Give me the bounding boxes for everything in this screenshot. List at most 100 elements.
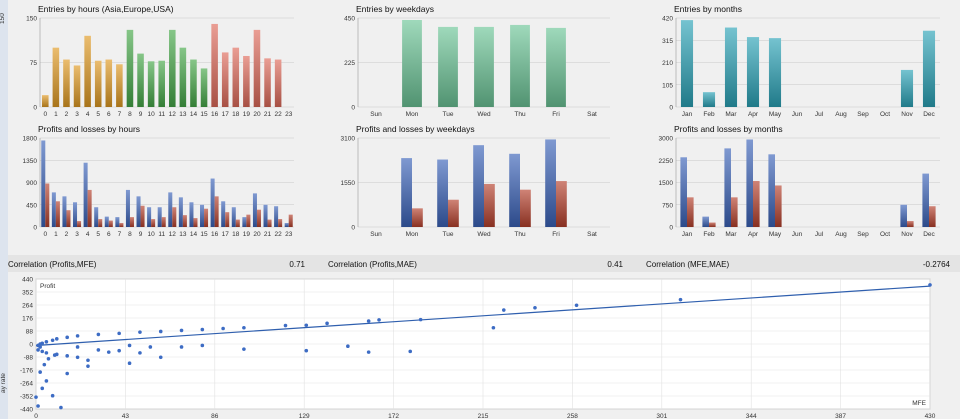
profit-bar	[200, 204, 205, 227]
scatter-point	[117, 331, 121, 336]
x-tick-label: 1	[54, 111, 58, 118]
y-tick-label: 105	[662, 82, 673, 89]
scatter-x-tick: 86	[211, 413, 219, 419]
x-tick-label: 14	[190, 231, 198, 238]
scatter-point	[54, 337, 59, 341]
left-strip-top-value: 150	[0, 13, 6, 24]
scatter-point	[158, 329, 163, 334]
scatter-y-tick: -176	[20, 368, 33, 375]
y-tick-label: 0	[33, 105, 37, 112]
x-tick-label: Apr	[748, 111, 759, 118]
profit-bar	[263, 204, 268, 227]
correlation-band: Correlation (Profits,MFE) 0.71 Correlati…	[8, 255, 960, 272]
scatter-point	[52, 353, 57, 357]
left-strip: 150 ay rate	[0, 0, 8, 419]
bar	[402, 19, 422, 108]
y-tick-label: 315	[662, 38, 673, 45]
x-tick-label: Jul	[815, 231, 824, 238]
bar	[900, 69, 914, 107]
scatter-x-tick: 129	[299, 413, 310, 419]
scatter-point	[346, 344, 350, 349]
profit-bar	[900, 204, 907, 227]
scatter-point	[127, 343, 132, 348]
loss-bar	[204, 208, 209, 227]
scatter-point	[50, 393, 55, 398]
x-tick-label: 1	[54, 231, 58, 238]
profit-bar	[724, 148, 731, 227]
x-tick-label: 12	[169, 231, 177, 238]
loss-bar	[151, 219, 156, 227]
profit-bar	[922, 173, 929, 227]
scatter-point	[928, 283, 932, 287]
y-tick-label: 1350	[23, 158, 38, 165]
x-tick-label: 6	[107, 111, 111, 118]
bar	[169, 29, 176, 107]
scatter-y-tick: 88	[26, 329, 34, 336]
y-tick-label: 420	[662, 16, 673, 23]
left-strip-side-label: ay rate	[0, 373, 7, 393]
bar	[200, 68, 208, 107]
bar	[42, 95, 49, 107]
x-tick-label: Oct	[880, 231, 890, 238]
x-tick-label: 4	[86, 111, 90, 118]
y-tick-label: 150	[26, 16, 37, 23]
scatter-y-tick: -352	[20, 394, 33, 401]
profit-bar	[115, 217, 120, 227]
scatter-point	[127, 361, 132, 366]
bar	[922, 30, 936, 107]
bar	[243, 55, 250, 107]
scatter-point	[86, 364, 90, 368]
x-tick-label: Mar	[725, 231, 737, 238]
loss-bar	[520, 189, 531, 227]
x-tick-label: 13	[179, 111, 187, 118]
scatter-point	[96, 332, 101, 337]
profit-bar	[252, 193, 257, 227]
x-tick-label: 11	[158, 111, 165, 118]
bar	[510, 24, 530, 107]
scatter-x-tick: 301	[656, 413, 667, 419]
scatter-point	[574, 303, 579, 308]
scatter-point	[304, 348, 309, 353]
profit-bar	[702, 216, 709, 227]
bar	[116, 64, 123, 107]
profit-bar	[178, 197, 183, 227]
x-tick-label: 17	[222, 231, 230, 238]
y-tick-label: 3000	[659, 136, 674, 143]
y-tick-label: 0	[669, 105, 673, 112]
x-tick-label: 11	[158, 231, 165, 238]
scatter-point	[36, 404, 40, 408]
scatter-x-tick: 215	[478, 413, 489, 419]
x-tick-label: Aug	[835, 231, 847, 238]
corr-profit-mfe-label: Correlation (Profits,MFE)	[8, 260, 97, 269]
x-tick-label: Sep	[857, 231, 869, 238]
profit-bar	[157, 207, 162, 227]
x-tick-label: Feb	[703, 231, 715, 238]
x-tick-label: Nov	[901, 231, 913, 238]
x-tick-label: 8	[128, 111, 132, 118]
scatter-point	[491, 325, 496, 330]
profit-bar	[680, 157, 687, 227]
loss-bar	[172, 207, 177, 227]
profit-bar	[401, 158, 412, 227]
profit-bar	[242, 217, 247, 227]
bar	[474, 26, 494, 107]
loss-bar	[556, 181, 567, 227]
scatter-point	[75, 334, 80, 338]
profit-bar	[94, 207, 99, 227]
x-tick-label: Feb	[703, 111, 715, 118]
profit-bar	[473, 145, 484, 227]
x-tick-label: Jan	[682, 111, 693, 118]
bar	[746, 37, 760, 108]
loss-bar	[256, 209, 261, 227]
y-tick-label: 75	[30, 60, 38, 67]
profit-bar	[51, 192, 56, 227]
x-tick-label: Apr	[748, 231, 759, 238]
bar	[438, 26, 458, 107]
profit-bar	[509, 153, 520, 227]
loss-bar	[709, 222, 716, 227]
scatter-y-tick: 352	[22, 290, 33, 297]
loss-bar	[98, 219, 103, 227]
y-tick-label: 1550	[341, 180, 356, 187]
